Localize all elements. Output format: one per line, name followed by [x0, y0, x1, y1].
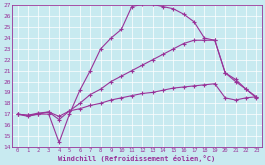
X-axis label: Windchill (Refroidissement éolien,°C): Windchill (Refroidissement éolien,°C) — [58, 155, 215, 162]
